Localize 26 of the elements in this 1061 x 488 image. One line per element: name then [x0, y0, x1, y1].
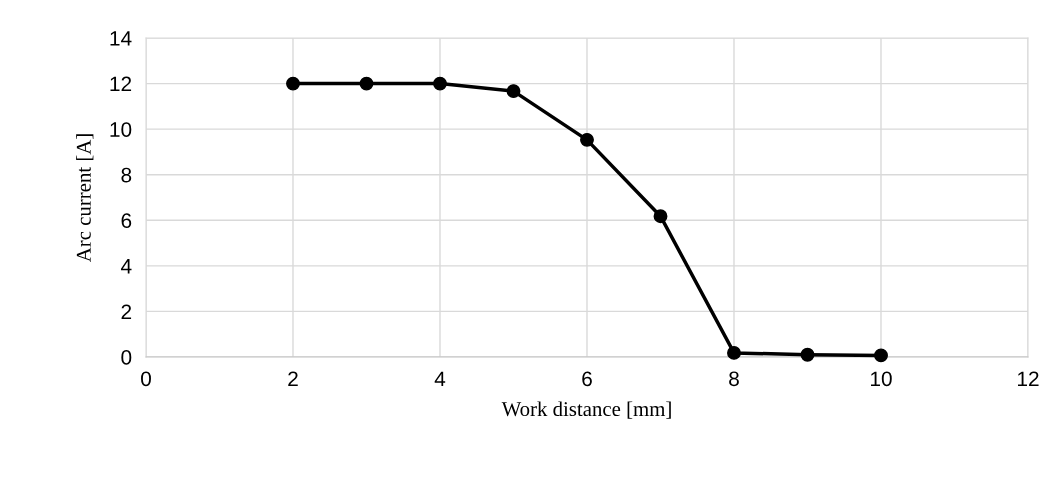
- x-tick-label: 0: [141, 371, 151, 387]
- point: [727, 345, 741, 360]
- x-axis-title: Work distance [mm]: [501, 401, 671, 419]
- x-tick-label: 10: [871, 371, 892, 387]
- y-tick-label: 14: [110, 31, 132, 46]
- x-tick-label: 4: [434, 371, 446, 386]
- point: [874, 348, 888, 363]
- y-tick-label: 4: [121, 259, 132, 274]
- x-tick-label: 2: [288, 371, 298, 386]
- point: [800, 347, 815, 362]
- point: [580, 132, 594, 147]
- point: [433, 76, 447, 91]
- point: [506, 84, 521, 99]
- y-tick-label: 6: [121, 213, 132, 229]
- point: [286, 76, 300, 91]
- y-tick-label: 12: [110, 76, 132, 92]
- x-tick-label: 8: [729, 371, 739, 387]
- point: [359, 76, 374, 91]
- y-tick-label: 0: [121, 350, 132, 365]
- x-tick-label: 12: [1018, 371, 1039, 386]
- point: [653, 209, 668, 224]
- y-tick-label: 8: [121, 167, 132, 183]
- x-tick-label: 6: [582, 371, 592, 387]
- y-axis-title: Arc current [A]: [76, 134, 94, 263]
- y-tick-label: 2: [121, 304, 132, 319]
- y-tick-label: 10: [110, 122, 132, 137]
